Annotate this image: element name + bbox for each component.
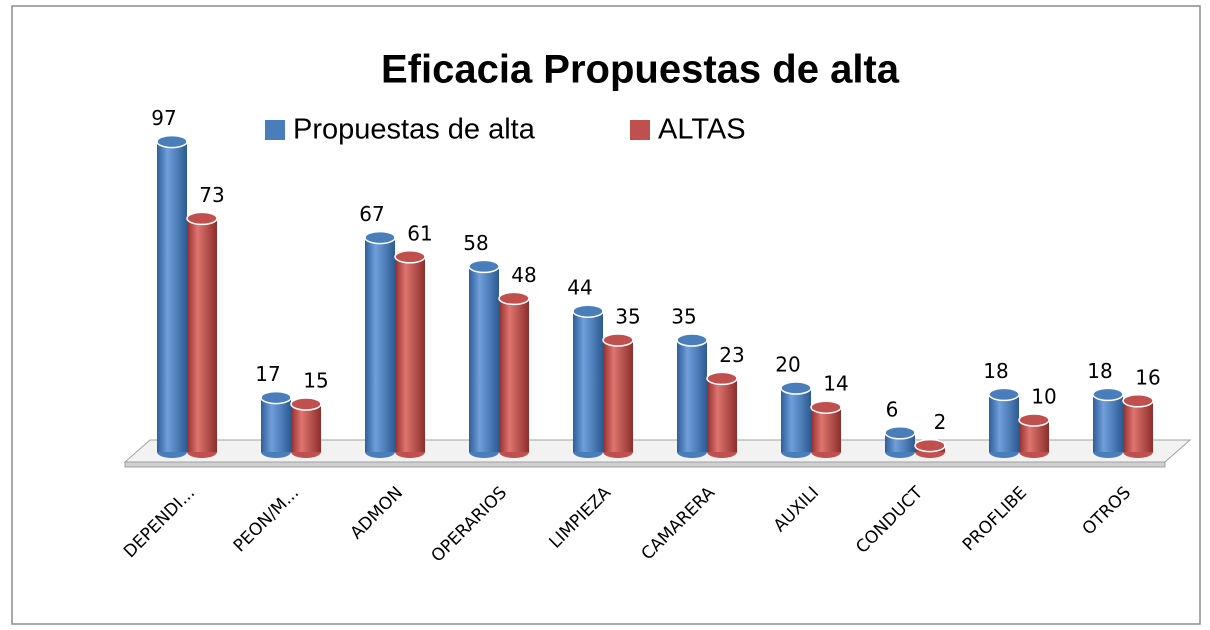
bar-top bbox=[706, 371, 738, 386]
value-label: 2 bbox=[934, 410, 947, 434]
value-label: 58 bbox=[463, 231, 488, 255]
bar bbox=[468, 259, 500, 458]
bar bbox=[676, 333, 708, 458]
bar-top bbox=[290, 397, 322, 411]
bar bbox=[810, 400, 842, 458]
chart-title: Eficacia Propuestas de alta bbox=[381, 48, 900, 92]
bar-body bbox=[1093, 394, 1123, 452]
bar bbox=[706, 371, 738, 458]
legend-swatch bbox=[630, 120, 650, 140]
value-label: 16 bbox=[1135, 365, 1160, 389]
bar-body bbox=[499, 298, 529, 452]
bar bbox=[780, 381, 812, 458]
bar-body bbox=[395, 256, 425, 452]
bar bbox=[988, 387, 1020, 458]
bar-top bbox=[1018, 413, 1050, 427]
bar-body bbox=[157, 141, 187, 452]
bar-top bbox=[676, 333, 708, 347]
bar-top bbox=[988, 387, 1020, 402]
bar-top bbox=[884, 426, 916, 440]
bar bbox=[884, 426, 916, 458]
bar-top bbox=[498, 291, 530, 306]
value-label: 73 bbox=[199, 183, 224, 207]
bar bbox=[498, 291, 530, 458]
bar-top bbox=[468, 259, 500, 274]
bar-top bbox=[810, 400, 842, 414]
bar-top bbox=[914, 438, 946, 453]
value-label: 48 bbox=[511, 263, 536, 287]
bar-body bbox=[811, 407, 841, 452]
bar-top bbox=[602, 333, 634, 347]
bar bbox=[1018, 413, 1050, 458]
value-label: 6 bbox=[886, 397, 899, 421]
bar bbox=[1122, 394, 1154, 458]
bar-top bbox=[186, 211, 218, 226]
bar-top bbox=[1092, 387, 1124, 402]
bar-top bbox=[394, 250, 426, 264]
bar bbox=[1092, 387, 1124, 458]
value-label: 18 bbox=[983, 359, 1008, 383]
bar-body bbox=[781, 388, 811, 452]
bar-body bbox=[573, 311, 603, 452]
value-label: 35 bbox=[671, 305, 696, 329]
value-label: 67 bbox=[359, 202, 384, 226]
value-label: 10 bbox=[1031, 385, 1056, 409]
bar-top bbox=[260, 390, 292, 405]
bar bbox=[364, 230, 396, 458]
bar-top bbox=[1122, 394, 1154, 408]
bar bbox=[290, 397, 322, 458]
bar-body bbox=[261, 397, 291, 452]
bar-body bbox=[677, 340, 707, 452]
floor-edge bbox=[124, 461, 1166, 468]
bar-body bbox=[291, 404, 321, 452]
bar-body bbox=[365, 237, 395, 452]
value-label: 15 bbox=[303, 369, 328, 393]
bar-top bbox=[572, 304, 604, 318]
legend-swatch bbox=[265, 120, 285, 140]
bar-top bbox=[780, 381, 812, 395]
bar-body bbox=[187, 218, 217, 452]
value-label: 14 bbox=[823, 372, 848, 396]
legend-label: Propuestas de alta bbox=[293, 114, 536, 146]
value-label: 61 bbox=[407, 221, 432, 245]
value-label: 35 bbox=[615, 305, 640, 329]
bar bbox=[186, 211, 218, 458]
value-label: 18 bbox=[1087, 359, 1112, 383]
legend-label: ALTAS bbox=[658, 114, 746, 146]
bar-body bbox=[603, 340, 633, 452]
value-label: 44 bbox=[567, 276, 592, 300]
bar bbox=[914, 438, 946, 458]
value-label: 97 bbox=[151, 106, 176, 130]
value-label: 17 bbox=[255, 362, 280, 386]
bar-body bbox=[469, 266, 499, 452]
bar bbox=[602, 333, 634, 458]
value-label: 20 bbox=[775, 353, 800, 377]
bar-body bbox=[1123, 400, 1153, 452]
bar-body bbox=[707, 378, 737, 452]
bar bbox=[394, 250, 426, 458]
value-label: 23 bbox=[719, 343, 744, 367]
bar-top bbox=[364, 230, 396, 245]
bar bbox=[156, 134, 188, 458]
bar bbox=[260, 390, 292, 458]
bar bbox=[572, 304, 604, 458]
bar-top bbox=[156, 134, 188, 149]
bar-body bbox=[989, 394, 1019, 452]
